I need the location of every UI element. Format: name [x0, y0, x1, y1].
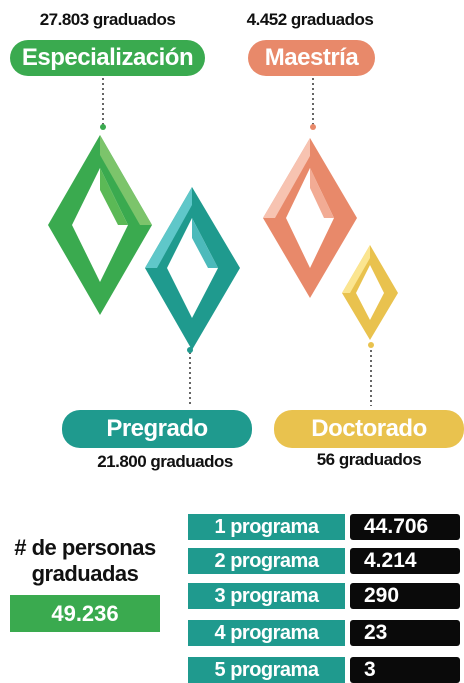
program-value: 3: [350, 657, 460, 683]
program-label: 2 programa: [188, 548, 345, 574]
level-pill: Especialización: [10, 40, 205, 76]
program-value: 4.214: [350, 548, 460, 574]
diamond-salmon: [263, 138, 357, 298]
program-label: 1 programa: [188, 514, 345, 540]
program-value: 44.706: [350, 514, 460, 540]
program-label: 5 programa: [188, 657, 345, 683]
program-value: 23: [350, 620, 460, 646]
count: 4.452 graduados: [246, 10, 374, 29]
count: 21.800 graduados: [97, 452, 233, 471]
diamond-yellow: [342, 245, 398, 340]
count: 56 graduados: [316, 450, 422, 469]
level-pill: Pregrado: [62, 410, 252, 448]
diamond-teal: [145, 187, 240, 350]
program-value: 290: [350, 583, 460, 609]
program-label: 3 programa: [188, 583, 345, 609]
total-value: 49.236: [10, 595, 160, 632]
connectors: [102, 78, 372, 406]
program-label: 4 programa: [188, 620, 345, 646]
count: 27.803 graduados: [39, 10, 176, 29]
diamond-green: [48, 135, 152, 315]
total-label: # de personas graduadas: [14, 535, 156, 586]
level-pill: Doctorado: [274, 410, 464, 448]
level-pill: Maestría: [248, 40, 375, 76]
